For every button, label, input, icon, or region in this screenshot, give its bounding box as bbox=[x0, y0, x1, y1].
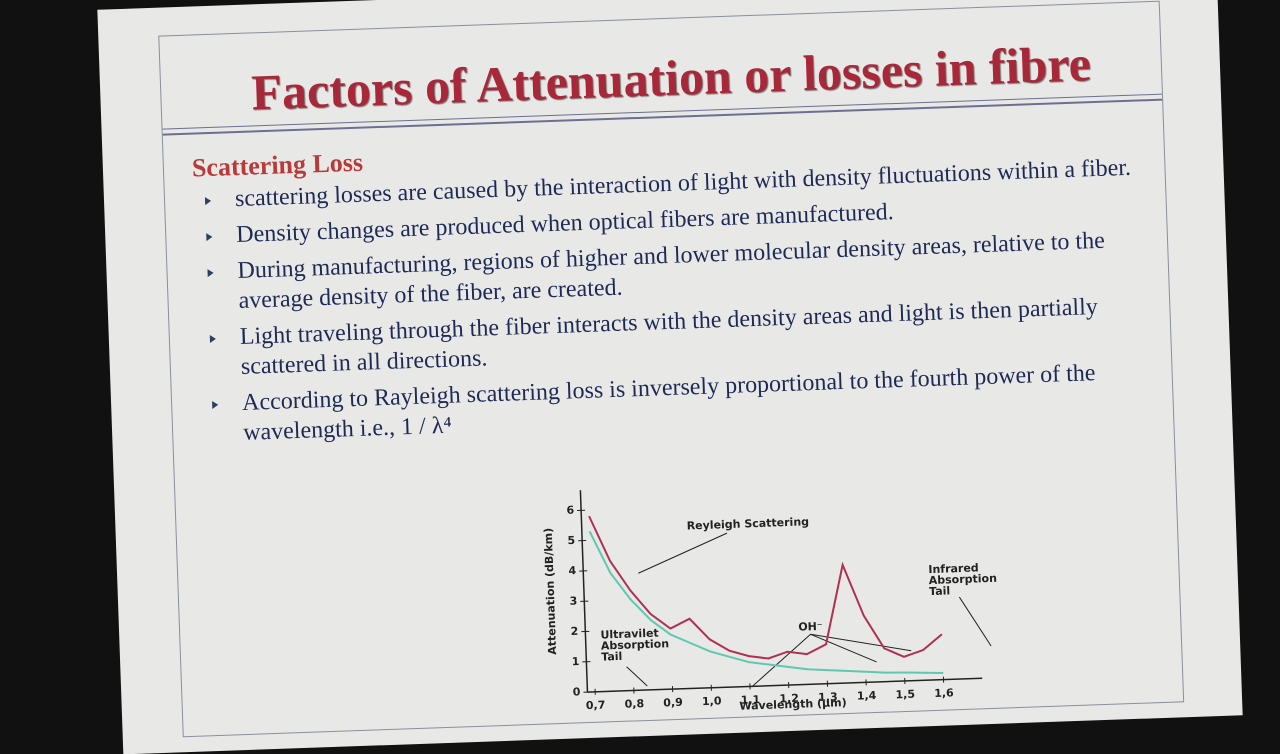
section-heading: Scattering Loss bbox=[191, 148, 363, 184]
chart: Attenuation (dB/km) Wavelength (μm) Reyl… bbox=[535, 466, 1003, 722]
annotation: Infrared Absorption Tail bbox=[928, 561, 1003, 597]
bullet-list: scattering losses are caused by the inte… bbox=[205, 153, 1144, 455]
x-tick-label: 0,7 bbox=[586, 698, 606, 712]
annotation-box: Ultravilet Absorption Tail bbox=[600, 626, 692, 679]
x-tick-label: 1,4 bbox=[857, 689, 877, 703]
annotation: Ultravilet Absorption Tail bbox=[600, 626, 691, 662]
pointer bbox=[637, 533, 728, 573]
y-tick-label: 1 bbox=[572, 655, 580, 668]
y-tick-label: 6 bbox=[566, 504, 574, 517]
annotation: OH⁻ bbox=[798, 620, 823, 634]
page: Factors of Attenuation or losses in fibr… bbox=[0, 0, 1280, 720]
y-axis-label: Attenuation (dB/km) bbox=[542, 528, 559, 655]
x-tick-label: 1,5 bbox=[895, 688, 915, 702]
y-tick-label: 2 bbox=[570, 625, 578, 638]
x-tick-label: 1,1 bbox=[741, 693, 761, 707]
x-tick-label: 1,0 bbox=[702, 694, 722, 708]
pointer bbox=[751, 634, 813, 686]
slide: Factors of Attenuation or losses in fibr… bbox=[97, 0, 1242, 754]
x-tick-label: 0,8 bbox=[624, 697, 644, 711]
x-tick-label: 0,9 bbox=[663, 696, 683, 710]
slide-frame: Factors of Attenuation or losses in fibr… bbox=[158, 1, 1184, 738]
y-tick-label: 0 bbox=[573, 685, 581, 698]
y-tick-label: 5 bbox=[567, 534, 575, 547]
x-tick-label: 1,2 bbox=[779, 692, 799, 706]
y-tick-label: 4 bbox=[568, 564, 576, 577]
x-tick-label: 1,3 bbox=[818, 690, 838, 704]
annotation: Reyleigh Scattering bbox=[686, 515, 809, 532]
y-tick-label: 3 bbox=[569, 594, 577, 607]
x-tick-label: 1,6 bbox=[934, 686, 954, 700]
